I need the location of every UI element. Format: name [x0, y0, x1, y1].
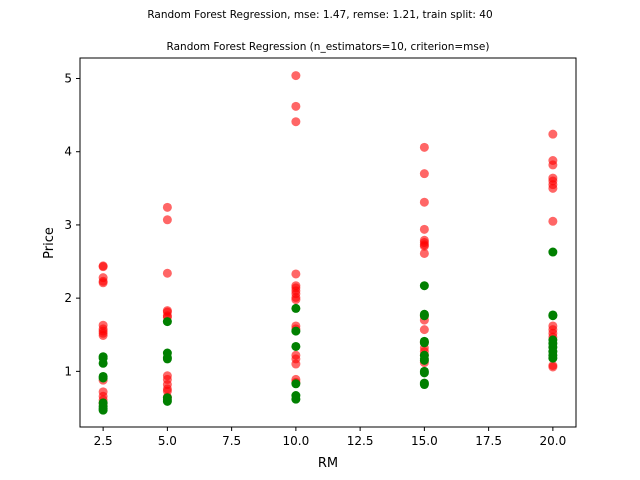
data-point-s1-34: [548, 247, 558, 257]
x-tick-label: 2.5: [94, 434, 113, 448]
data-point-s0-69: [548, 216, 558, 226]
x-tick-label: 12.5: [347, 434, 374, 448]
data-point-s1-26: [419, 338, 429, 348]
data-point-s0-30: [291, 117, 301, 127]
data-point-s0-37: [291, 295, 301, 305]
chart-suptitle: Random Forest Regression, mse: 1.47, rem…: [147, 9, 492, 21]
y-axis-label: Price: [42, 227, 57, 259]
x-tick-label: 7.5: [222, 434, 241, 448]
data-point-s0-52: [419, 241, 429, 251]
data-point-s1-42: [548, 353, 558, 363]
data-point-s0-53: [419, 248, 429, 258]
data-point-s1-31: [419, 368, 429, 378]
data-point-s0-17: [162, 268, 172, 278]
data-point-s0-62: [548, 129, 558, 139]
data-point-s1-29: [419, 355, 429, 365]
data-point-s1-8: [98, 405, 108, 415]
data-point-s0-15: [162, 202, 172, 212]
data-point-s1-19: [291, 379, 301, 389]
data-point-s0-75: [548, 362, 558, 372]
x-tick-label: 5.0: [158, 434, 177, 448]
data-point-s0-47: [419, 197, 429, 207]
x-tick-label: 20.0: [540, 434, 567, 448]
x-axis: 2.5 5.0 7.5 10.0 12.5 15.0 17.5 20.0: [94, 427, 567, 448]
data-point-s1-33: [419, 380, 429, 390]
x-tick-label: 10.0: [283, 434, 310, 448]
data-point-s0-28: [291, 71, 301, 81]
data-point-s1-17: [291, 326, 301, 336]
data-point-s0-31: [291, 269, 301, 279]
data-point-s1-21: [291, 394, 301, 404]
data-point-s0-68: [548, 183, 558, 193]
data-point-s1-12: [162, 354, 172, 364]
data-point-s0-56: [419, 325, 429, 335]
data-point-s0-1: [98, 262, 108, 272]
data-point-s1-24: [419, 311, 429, 321]
points-layer: [98, 71, 558, 415]
x-tick-label: 15.0: [411, 434, 438, 448]
data-point-s0-45: [419, 142, 429, 152]
data-point-s1-9: [162, 317, 172, 327]
data-point-s0-9: [98, 330, 108, 340]
data-point-s1-4: [98, 373, 108, 383]
data-point-s0-16: [162, 215, 172, 225]
data-point-s1-18: [291, 341, 301, 351]
y-tick-label: 3: [64, 218, 72, 232]
data-point-s1-22: [419, 281, 429, 291]
x-axis-label: RM: [318, 456, 338, 471]
data-point-s0-48: [419, 224, 429, 234]
data-point-s1-16: [291, 303, 301, 313]
data-point-s1-36: [548, 311, 558, 321]
y-tick-label: 4: [64, 145, 72, 159]
y-tick-label: 2: [64, 291, 72, 305]
y-axis: 1 2 3 4 5: [64, 72, 80, 378]
data-point-s0-29: [291, 101, 301, 111]
data-point-s0-64: [548, 160, 558, 170]
y-tick-label: 1: [64, 364, 72, 378]
x-tick-label: 17.5: [475, 434, 502, 448]
y-tick-label: 5: [64, 72, 72, 86]
data-point-s1-15: [162, 396, 172, 406]
plot-frame: [79, 57, 577, 428]
data-point-s1-2: [98, 358, 108, 368]
chart-title: Random Forest Regression (n_estimators=1…: [167, 41, 490, 53]
data-point-s0-46: [419, 169, 429, 179]
data-point-s0-42: [291, 359, 301, 369]
data-point-s0-4: [98, 278, 108, 288]
